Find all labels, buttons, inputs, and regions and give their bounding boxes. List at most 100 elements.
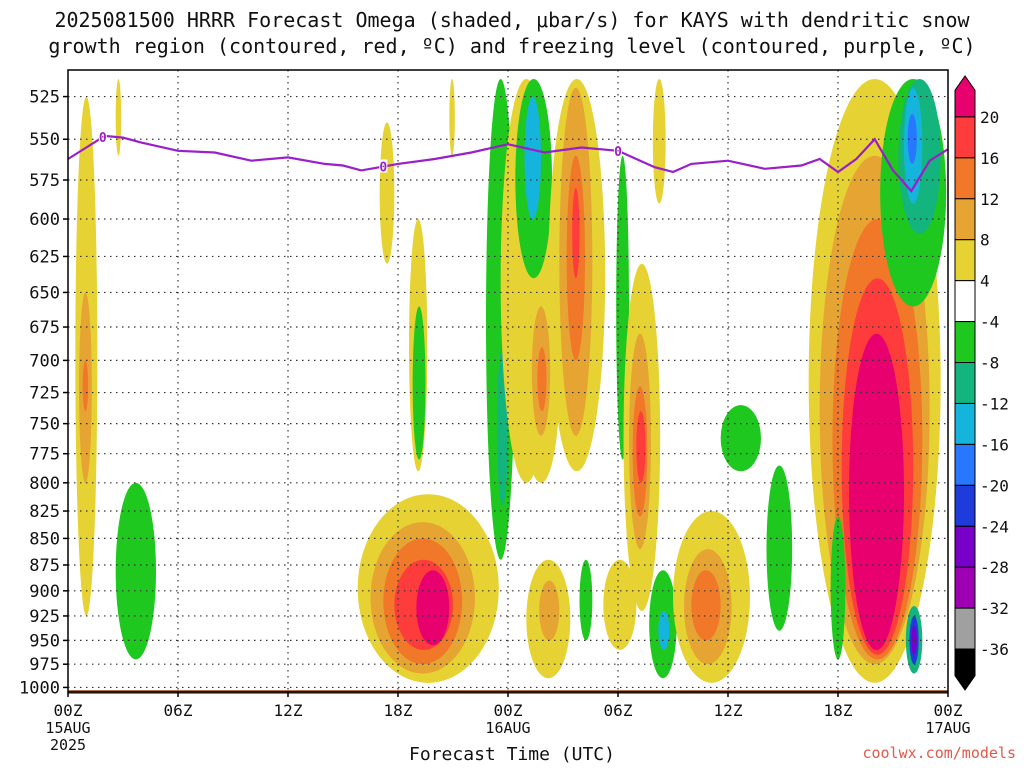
colorbar-label: -28	[980, 558, 1009, 577]
omega-shading-layer	[75, 78, 947, 683]
y-tick-label: 825	[29, 502, 60, 522]
colorbar-swatch	[954, 239, 976, 282]
omega-region--4	[766, 465, 793, 631]
colorbar-swatch	[954, 607, 976, 650]
colorbar-label: 12	[980, 190, 999, 209]
omega-region-20	[849, 333, 904, 650]
y-tick-label: 900	[29, 582, 60, 602]
omega-region--4	[115, 482, 156, 660]
colorbar-bottom-arrow	[954, 648, 976, 691]
omega-region--4	[579, 559, 593, 641]
omega-region-4	[449, 78, 455, 156]
y-tick-label: 975	[29, 655, 60, 675]
x-tick-label: 00Z	[934, 701, 963, 720]
colorbar-swatch	[954, 443, 976, 486]
freezing-level-label-bg	[98, 130, 107, 144]
x-tick-label: 06Z	[604, 701, 633, 720]
omega-region-12	[82, 360, 89, 412]
colorbar-swatch	[954, 157, 976, 200]
y-tick-label: 625	[29, 247, 60, 267]
y-tick-label: 675	[29, 318, 60, 338]
colorbar-top-arrow	[954, 75, 976, 118]
colorbar-label: -32	[980, 599, 1009, 618]
colorbar-swatch	[954, 525, 976, 568]
colorbar-swatch	[954, 321, 976, 364]
x-tick-label: 18Z	[824, 701, 853, 720]
freezing-level-label-bg	[379, 159, 388, 173]
colorbar-swatch	[954, 362, 976, 404]
y-tick-label: 1000	[19, 678, 60, 698]
y-tick-label: 700	[29, 351, 60, 371]
x-tick-label: 06Z	[164, 701, 193, 720]
colorbar-label: 20	[980, 108, 999, 127]
omega-region-16	[572, 187, 580, 279]
x-tick-date: 17AUG	[925, 719, 970, 737]
colorbar-swatch	[954, 484, 976, 527]
y-axis: 525 550 575 600 625 650 675 700 725 750 775 800 825 8…	[19, 88, 68, 698]
colorbar-label: -4	[980, 313, 999, 332]
y-tick-label: 600	[29, 210, 60, 230]
x-tick-year: 2025	[50, 736, 86, 754]
omega-region-4	[652, 78, 666, 204]
y-tick-label: 925	[29, 607, 60, 627]
omega-region-4	[379, 122, 395, 264]
x-tick-date: 16AUG	[485, 719, 530, 737]
x-tick-label: 00Z	[54, 701, 83, 720]
y-tick-label: 775	[29, 445, 60, 465]
chart-title-line-1: 2025081500 HRRR Forecast Omega (shaded, …	[54, 8, 970, 32]
freezing-level-line	[68, 134, 948, 193]
colorbar-label: -36	[980, 640, 1009, 659]
x-tick-date: 15AUG	[45, 719, 90, 737]
x-axis-label: Forecast Time (UTC)	[409, 744, 615, 765]
omega-region-4	[115, 78, 122, 156]
colorbar-label: 8	[980, 231, 990, 250]
y-tick-label: 950	[29, 631, 60, 651]
omega-region-20	[416, 570, 450, 646]
freezing-level-label: 0	[99, 131, 107, 146]
y-tick-label: 650	[29, 283, 60, 303]
omega-region-8	[539, 580, 560, 641]
freezing-level-label: 0	[379, 161, 387, 176]
y-tick-label: 750	[29, 415, 60, 435]
y-tick-label: 525	[29, 88, 60, 108]
colorbar-label: -20	[980, 476, 1009, 495]
y-tick-label: 725	[29, 384, 60, 404]
y-tick-label: 575	[29, 171, 60, 191]
colorbar-swatch	[954, 566, 976, 609]
omega-region--4	[412, 306, 426, 460]
omega-region-4	[603, 559, 637, 650]
colorbar: 20 16 12 8 4 -4 -8 -12 -16 -20 -24 -28 -32 -36	[954, 75, 1009, 691]
colorbar-label: 4	[980, 272, 990, 291]
omega-region-12	[691, 570, 721, 641]
freezing-level-layer: 0 0 0	[68, 130, 948, 193]
x-tick-label: 12Z	[714, 701, 743, 720]
colorbar-swatch	[954, 280, 976, 323]
x-tick-label: 18Z	[384, 701, 413, 720]
x-tick-label: 00Z	[494, 701, 523, 720]
omega-region--12	[524, 96, 541, 220]
freezing-level-label-bg	[614, 143, 622, 157]
omega-region-12	[537, 347, 547, 412]
watermark-text: coolwx.com/models	[862, 744, 1016, 762]
chart-title-line-2: growth region (contoured, red, ºC) and f…	[48, 34, 976, 58]
colorbar-swatch	[954, 402, 976, 445]
colorbar-label: -8	[980, 354, 999, 373]
colorbar-swatch	[954, 198, 976, 241]
omega-region-16	[636, 411, 646, 483]
freezing-level-label: 0	[614, 145, 622, 160]
colorbar-label: 16	[980, 149, 999, 168]
omega-region--12	[658, 610, 670, 650]
colorbar-label: -16	[980, 435, 1009, 454]
chart-grid	[68, 70, 948, 692]
y-tick-label: 875	[29, 556, 60, 576]
colorbar-swatch	[954, 116, 976, 159]
y-tick-label: 550	[29, 130, 60, 150]
omega-region--16	[907, 113, 917, 164]
colorbar-label: -24	[980, 517, 1009, 536]
omega-region--4	[830, 516, 846, 660]
y-tick-label: 850	[29, 529, 60, 549]
y-tick-label: 800	[29, 474, 60, 494]
omega-region--4	[720, 405, 761, 472]
